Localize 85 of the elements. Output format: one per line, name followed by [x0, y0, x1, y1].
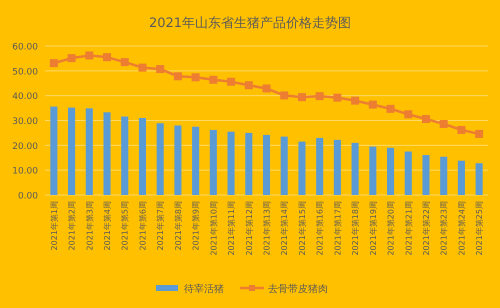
x-tick-label: 2021年第9周 — [192, 201, 201, 250]
x-tick-label: 2021年第22周 — [422, 201, 431, 256]
x-tick-label: 2021年第25周 — [475, 201, 484, 256]
bar — [458, 160, 465, 195]
bar — [386, 148, 394, 195]
x-tick-label: 2021年第8周 — [174, 201, 183, 250]
y-tick-label: 40.00 — [12, 92, 38, 102]
bar — [440, 156, 448, 195]
x-tick-label: 2021年第5周 — [120, 201, 130, 250]
bar — [245, 132, 252, 195]
x-tick-label: 2021年第11周 — [227, 201, 236, 256]
bar — [174, 125, 182, 195]
point — [156, 65, 164, 74]
bar — [352, 142, 359, 195]
x-tick-label: 2021年第6周 — [138, 201, 148, 250]
bar — [68, 108, 76, 195]
y-tick-label: 10.00 — [12, 166, 38, 177]
point — [50, 59, 58, 68]
point — [333, 94, 342, 102]
point — [68, 54, 76, 62]
x-tick-label: 2021年第1周 — [50, 201, 59, 250]
x-tick-label: 2021年第14周 — [280, 201, 290, 256]
bar — [138, 118, 146, 195]
x-tick-label: 2021年第19周 — [368, 201, 378, 256]
bar — [228, 132, 235, 195]
x-tick-label: 2021年第24周 — [457, 201, 466, 256]
point — [174, 72, 182, 80]
bar — [103, 112, 111, 195]
x-tick-label: 2021年第4周 — [103, 201, 112, 250]
point — [280, 91, 288, 100]
point — [85, 51, 94, 60]
x-tick-label: 2021年第23周 — [440, 201, 449, 256]
bar — [280, 136, 288, 195]
bar — [262, 134, 270, 195]
point — [209, 76, 218, 84]
bar — [156, 123, 164, 195]
x-tick-label: 2021年第2周 — [68, 201, 77, 250]
x-tick-label: 2021年第7周 — [156, 201, 166, 250]
bar — [316, 138, 324, 195]
point — [316, 92, 324, 100]
y-tick-label: 20.00 — [12, 142, 38, 152]
y-tick-label: 60.00 — [12, 42, 38, 52]
bar — [192, 126, 200, 195]
point — [192, 73, 200, 82]
x-tick-label: 2021年第18周 — [351, 201, 360, 256]
point — [440, 120, 448, 128]
y-tick-label: 50.00 — [12, 67, 38, 78]
point — [422, 115, 430, 124]
bar — [210, 130, 217, 195]
point — [262, 84, 270, 92]
x-tick-label: 2021年第20周 — [386, 201, 396, 256]
point — [227, 78, 236, 86]
x-tick-label: 2021年第10周 — [209, 201, 218, 256]
point — [386, 104, 395, 113]
point — [351, 96, 360, 105]
point — [404, 110, 412, 118]
point — [368, 100, 377, 109]
x-tick-label: 2021年第17周 — [333, 201, 342, 256]
x-tick-label: 2021年第13周 — [262, 201, 272, 256]
point — [103, 53, 112, 62]
bar — [404, 152, 412, 195]
legend-label: 待宰活猪 — [184, 283, 224, 295]
bar — [422, 155, 430, 195]
x-tick-label: 2021年第12周 — [244, 201, 254, 256]
bar — [334, 140, 341, 195]
bar — [121, 116, 128, 195]
chart-title: 2021年山东省生猪产品价格走势图 — [148, 16, 352, 31]
point — [457, 126, 466, 134]
point — [298, 93, 306, 102]
bar — [50, 106, 58, 195]
bar — [86, 108, 93, 195]
x-tick-label: 2021年第15周 — [298, 201, 307, 256]
y-tick-label: 0.00 — [18, 192, 38, 202]
point — [120, 58, 129, 66]
y-tick-label: 30.00 — [12, 117, 38, 127]
point — [244, 81, 253, 90]
point — [475, 130, 484, 138]
x-tick-label: 2021年第16周 — [316, 201, 325, 256]
bar — [476, 163, 483, 195]
legend-label: 去骨带皮猪肉 — [268, 283, 328, 295]
x-tick-label: 2021年第21周 — [404, 201, 414, 256]
bar — [369, 146, 376, 195]
bar — [298, 142, 306, 195]
point — [138, 64, 146, 72]
x-tick-label: 2021年第3周 — [85, 201, 94, 250]
